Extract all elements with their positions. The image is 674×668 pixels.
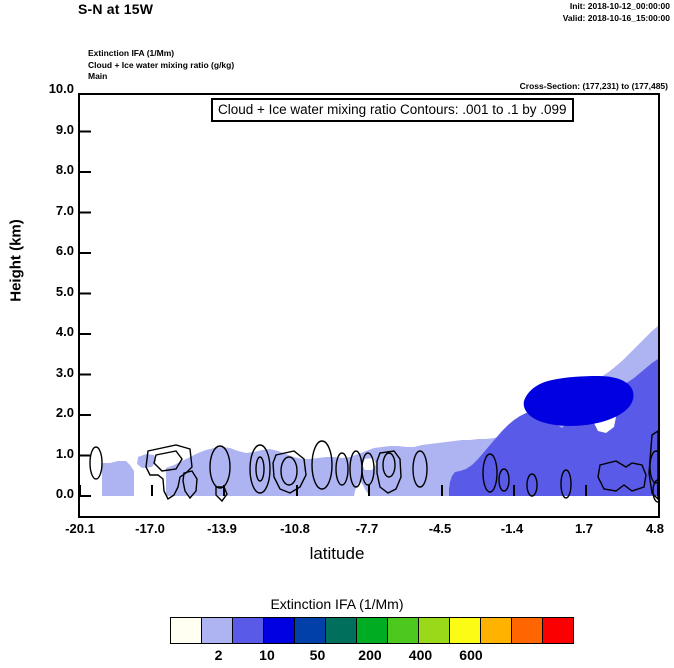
y-tick-6: 6.0 (55, 243, 74, 258)
y-axis-title: Height (km) (7, 219, 25, 302)
y-axis-tick-labels: 0.0 1.0 2.0 3.0 4.0 5.0 6.0 7.0 8.0 9.0 … (24, 81, 74, 518)
y-tick-2: 2.0 (55, 405, 74, 420)
colorbar-swatch-11 (512, 618, 543, 643)
colorbar-tick-0: 2 (214, 647, 223, 663)
page-title: S-N at 15W (78, 1, 154, 17)
y-tick-5: 5.0 (55, 283, 74, 299)
colorbar-swatch-9 (450, 618, 481, 643)
variable-line-mixing-ratio: Cloud + Ice water mixing ratio (g/kg) (88, 59, 235, 70)
colorbar-swatch-2 (233, 618, 264, 643)
x-tick-3: -10.8 (280, 521, 310, 536)
colorbar-title: Extinction IFA (1/Mm) (270, 596, 404, 612)
colorbar-tick-5: 600 (459, 647, 483, 663)
colorbar-swatch-3 (264, 618, 295, 643)
x-tick-4: -7.7 (355, 521, 379, 536)
y-tick-9: 9.0 (55, 121, 74, 137)
colorbar-swatch-12 (543, 618, 573, 643)
colorbar-swatch-8 (419, 618, 450, 643)
plot-area (78, 93, 660, 518)
axis-tick-marks (80, 130, 658, 497)
y-tick-3: 3.0 (55, 364, 74, 380)
contour-annotation-text: Cloud + Ice water mixing ratio Contours:… (218, 102, 567, 117)
colorbar-tick-4: 400 (408, 647, 433, 663)
colorbar-swatch-4 (295, 618, 326, 643)
colorbar-swatch-6 (357, 618, 388, 643)
x-tick-2: -13.9 (207, 521, 237, 536)
x-tick-1: -17.0 (135, 521, 165, 536)
x-tick-6: -1.4 (500, 521, 524, 536)
colorbar-tick-3: 200 (358, 647, 382, 663)
y-tick-1: 1.0 (55, 445, 74, 461)
variable-line-extinction: Extinction IFA (1/Mm) (88, 48, 175, 58)
colorbar-swatch-1 (202, 618, 233, 643)
shaded-region-dark (523, 376, 634, 426)
y-tick-7: 7.0 (55, 202, 74, 218)
cross-section-plot (80, 130, 658, 503)
x-tick-0: -20.1 (65, 521, 95, 536)
x-tick-7: 1.7 (574, 521, 594, 536)
colorbar-swatch-5 (326, 618, 357, 643)
y-tick-0: 0.0 (55, 486, 74, 501)
contour-lines (89, 430, 658, 503)
colorbar-tick-labels: 2 10 50 200 400 600 (170, 647, 574, 667)
variable-line-domain: Main (88, 71, 108, 81)
x-tick-8: 4.8 (645, 521, 665, 536)
init-timestamp: Init: 2018-10-12_00:00:00 (569, 1, 670, 11)
colorbar-swatch-0 (171, 618, 202, 643)
y-tick-4: 4.0 (55, 324, 74, 339)
contour-annotation-box: Cloud + Ice water mixing ratio Contours:… (211, 98, 574, 122)
colorbar-swatch-10 (481, 618, 512, 643)
x-axis-tick-labels: -20.1 -17.0 -13.9 -10.8 -7.7 -4.5 -1.4 1… (65, 521, 664, 541)
x-axis-title: latitude (309, 544, 365, 563)
cross-section-coords: Cross-Section: (177,231) to (177,485) (519, 81, 668, 91)
variable-description: Extinction IFA (1/Mm) Cloud + Ice water … (88, 48, 234, 83)
colorbar (170, 617, 574, 644)
valid-timestamp: Valid: 2018-10-16_15:00:00 (562, 13, 670, 23)
y-tick-10: 10.0 (48, 81, 74, 96)
colorbar-swatch-7 (388, 618, 419, 643)
colorbar-tick-1: 10 (259, 647, 275, 663)
colorbar-tick-2: 50 (309, 647, 326, 663)
y-tick-8: 8.0 (55, 162, 74, 177)
x-tick-5: -4.5 (428, 521, 452, 536)
